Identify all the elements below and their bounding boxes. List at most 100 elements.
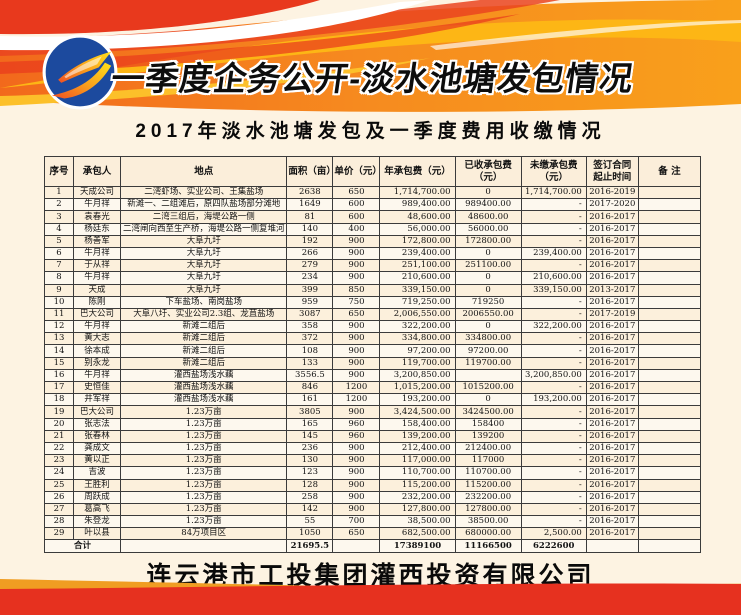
table-row: 20 张志法 1.23万亩 165 960 158,400.00 158400-2016-2… — [43, 417, 702, 431]
cell: 巴大公司 — [73, 405, 122, 419]
cell: 25 — [43, 478, 75, 492]
table-row: 13 黄大志 新滩二组后 372 900 334,800.00 334800.00-2016… — [43, 332, 702, 346]
cell: 139,200.00 — [379, 429, 456, 443]
cell: 2,500.00 — [520, 527, 587, 541]
cell: 322,200.00 — [520, 320, 587, 334]
cell: 750 — [332, 295, 381, 309]
cell: 牛月祥 — [73, 246, 122, 261]
cell: - — [520, 222, 587, 236]
cell: 大阜九圩 — [120, 271, 288, 285]
cell: 18 — [43, 393, 75, 407]
cell: 16 — [43, 368, 75, 383]
cell: - — [520, 502, 587, 517]
cell: 2016-2017 — [585, 478, 639, 492]
cell: 2016-2017 — [585, 429, 639, 443]
cell: 2016-2017 — [585, 222, 639, 236]
cell: 339,150.00 — [379, 283, 456, 297]
cell: 2016-2017 — [585, 527, 639, 541]
cell: 239,400.00 — [379, 246, 456, 261]
cell: 3556.5 — [286, 368, 334, 383]
table-row: 25 王胜利 1.23万亩 128 900 115,200.00 115200.00-201… — [43, 478, 702, 492]
column-header: 年承包费（元） — [379, 156, 456, 187]
cell: 杨廷东 — [73, 222, 122, 236]
cell: 334,800.00 — [379, 332, 456, 346]
cell: 900 — [332, 490, 381, 504]
cell: 叶以县 — [73, 527, 122, 541]
cell: 81 — [286, 210, 334, 224]
cell: 989400.00 — [454, 198, 522, 212]
table-row: 7 于从祥 大阜九圩 279 900 251,100.00 251100.00-2016-2… — [43, 259, 702, 273]
cell — [637, 271, 702, 285]
contract-table-container: 序号 承包人 地点 面积（亩） 单价（元） 年承包费（元） 已收承包费 （元） 未缴承包费 （… — [43, 156, 702, 553]
cell: 600 — [332, 210, 381, 224]
cell: 新滩二组后 — [120, 320, 288, 334]
cell: 258 — [286, 490, 334, 504]
cell: 2016-2017 — [585, 454, 639, 468]
cell: 20 — [43, 417, 75, 431]
cell: 650 — [332, 185, 381, 200]
cell: 192 — [286, 234, 334, 248]
cell: - — [520, 198, 587, 212]
cell: 2016-2017 — [585, 320, 639, 334]
cell: 232200.00 — [454, 490, 522, 504]
cell: 二湾三组后，海堤公路一侧 — [120, 210, 288, 224]
cell — [637, 490, 702, 504]
cell: 339,150.00 — [520, 283, 587, 297]
cell: 400 — [332, 222, 381, 236]
cell: 26 — [43, 490, 75, 504]
cell: 900 — [332, 405, 381, 419]
cell: 115200.00 — [454, 478, 522, 492]
cell: 2 — [43, 198, 75, 212]
cell: 1200 — [332, 380, 381, 395]
column-header: 未缴承包费 （元） — [520, 156, 587, 187]
cell: 2016-2017 — [585, 393, 639, 407]
cell: 1,015,200.00 — [379, 380, 456, 395]
cell: 1050 — [286, 527, 334, 541]
cell: 1.23万亩 — [120, 502, 288, 517]
table-row: 21 张春林 1.23万亩 145 960 139,200.00 139200-2016-2… — [43, 429, 702, 443]
cell: 8 — [43, 271, 75, 285]
cell: 358 — [286, 320, 334, 334]
cell: 3087 — [286, 307, 334, 322]
cell: 17 — [43, 380, 75, 395]
table-row: 16 牛月祥 灌西盐场浅水藕 3556.5 900 3,200,850.00 3,200,8… — [43, 368, 702, 383]
cell: 0 — [454, 283, 522, 297]
cell: - — [520, 478, 587, 492]
cell: 193,200.00 — [379, 393, 456, 407]
cell: 2016-2017 — [585, 234, 639, 248]
cell: 2016-2017 — [585, 515, 639, 529]
table-row: 11 巴大公司 大阜八圩、实业公司2.3组、龙苴盐场 3087 650 2,006,550… — [43, 307, 702, 322]
cell: 900 — [332, 271, 381, 285]
cell: 700 — [332, 515, 381, 529]
cell: 3805 — [286, 405, 334, 419]
cell: 二湾虾场、实业公司、王集盐场 — [120, 185, 288, 200]
cell: 3 — [43, 210, 75, 224]
cell: 139200 — [454, 429, 522, 443]
cell: 2016-2017 — [585, 332, 639, 346]
column-header: 已收承包费 （元） — [454, 156, 522, 187]
cell: 6222600 — [520, 539, 587, 553]
cell: 2,006,550.00 — [379, 307, 456, 322]
table-row: 14 徐本成 新滩二组后 108 900 97,200.00 97200.00-2016-2… — [43, 344, 702, 358]
cell: 新滩二组后 — [120, 332, 288, 346]
cell: 2016-2017 — [585, 368, 639, 383]
cell: 266 — [286, 246, 334, 261]
cell: 172800.00 — [454, 234, 522, 248]
cell: 123 — [286, 466, 334, 480]
cell: 22 — [43, 441, 75, 456]
table-row: 27 葛高飞 1.23万亩 142 900 127,800.00 127800.00-201… — [43, 502, 702, 517]
table-row: 4 杨廷东 二湾闸向西至生产桥，海堤公路一侧复堆河 140 400 56,000.00 56… — [43, 222, 702, 236]
cell — [637, 478, 702, 492]
banner-title: 一季度企务公开-淡水池塘发包情况 — [109, 60, 637, 97]
cell: 别永龙 — [73, 356, 122, 370]
cell: 新滩一、二组滩后，原四队盐场部分滩地 — [120, 198, 288, 212]
cell: - — [520, 405, 587, 419]
cell — [637, 246, 702, 261]
cell: 9 — [43, 283, 75, 297]
cell: - — [520, 210, 587, 224]
cell: 133 — [286, 356, 334, 370]
table-row: 23 黄以正 1.23万亩 130 900 117,000.00 117000-2016-2… — [43, 454, 702, 468]
cell: 158400 — [454, 417, 522, 431]
cell — [585, 539, 639, 553]
cell: 二湾闸向西至生产桥，海堤公路一侧复堆河 — [120, 222, 288, 236]
